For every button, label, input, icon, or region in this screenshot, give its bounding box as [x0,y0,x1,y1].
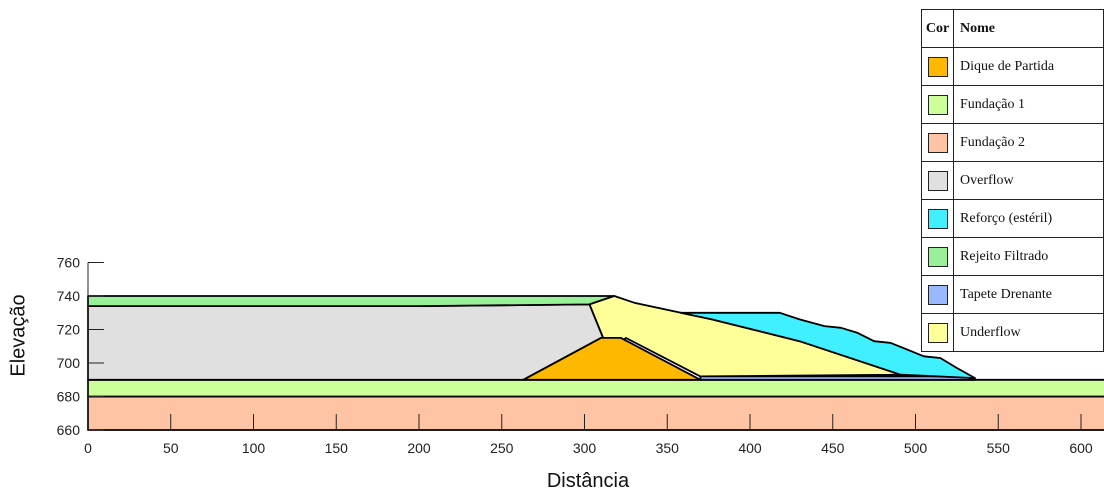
legend-row: Fundação 2 [920,123,1104,162]
x-tick-label: 50 [163,440,179,456]
legend-row: Underflow [920,313,1104,352]
legend-header-row: Cor Nome [920,9,1104,48]
legend-swatch-fundacao-2 [927,132,948,153]
legend-row: Overflow [920,161,1104,200]
legend-label-fundacao-1: Fundação 1 [953,85,1104,124]
legend-swatch-underflow [927,322,948,343]
region-overflow [87,303,611,381]
x-tick-label: 250 [490,440,514,456]
y-axis-title: Elevação [7,294,30,377]
x-tick-label: 300 [573,440,597,456]
legend-label-dique: Dique de Partida [953,47,1104,86]
x-tick-label: 550 [987,440,1011,456]
legend-swatch-dique [927,56,948,77]
x-tick-label: 350 [656,440,680,456]
legend-row: Reforço (estéril) [920,199,1104,238]
legend-label-tapete: Tapete Drenante [953,275,1104,314]
x-tick-label: 0 [84,440,92,456]
legend-label-underflow: Underflow [953,313,1104,352]
legend-swatch-tapete [927,284,948,305]
y-tick-label: 660 [57,422,81,438]
legend-row: Rejeito Filtrado [920,237,1104,276]
region-fundacao-1 [87,378,1104,398]
y-tick-label: 760 [57,255,81,271]
legend-label-rejeito: Rejeito Filtrado [953,237,1104,276]
legend-swatch-rejeito [927,246,948,267]
x-tick-label: 150 [325,440,349,456]
legend-row: Dique de Partida [920,47,1104,86]
legend-swatch-overflow [927,170,948,191]
y-tick-label: 680 [57,389,81,405]
x-tick-label: 200 [407,440,431,456]
legend-label-reforco: Reforço (estéril) [953,199,1104,238]
x-axis-title: Distância [546,470,630,492]
legend-row: Fundação 1 [920,85,1104,124]
x-tick-label: 500 [904,440,928,456]
region-fundacao-2 [87,395,1104,431]
region-dique-de-partida [522,336,702,381]
x-tick-label: 100 [242,440,266,456]
x-tick-label: 450 [821,440,845,456]
legend-header-color: Cor [920,9,955,48]
x-tick-label: 600 [1069,440,1093,456]
region-reforco-esteril [679,311,976,380]
y-tick-label: 720 [57,322,81,338]
region-rejeito-filtrado [87,295,616,308]
y-tick-label: 740 [57,288,81,304]
material-legend: Cor Nome Dique de Partida Fundação 1 Fun… [920,9,1104,352]
legend-swatch-fundacao-1 [927,94,948,115]
legend-header-name: Nome [953,9,1104,48]
legend-swatch-reforco [927,208,948,229]
legend-row: Tapete Drenante [920,275,1104,314]
x-tick-label: 400 [738,440,762,456]
y-tick-label: 700 [57,355,81,371]
legend-label-overflow: Overflow [953,161,1104,200]
legend-label-fundacao-2: Fundação 2 [953,123,1104,162]
